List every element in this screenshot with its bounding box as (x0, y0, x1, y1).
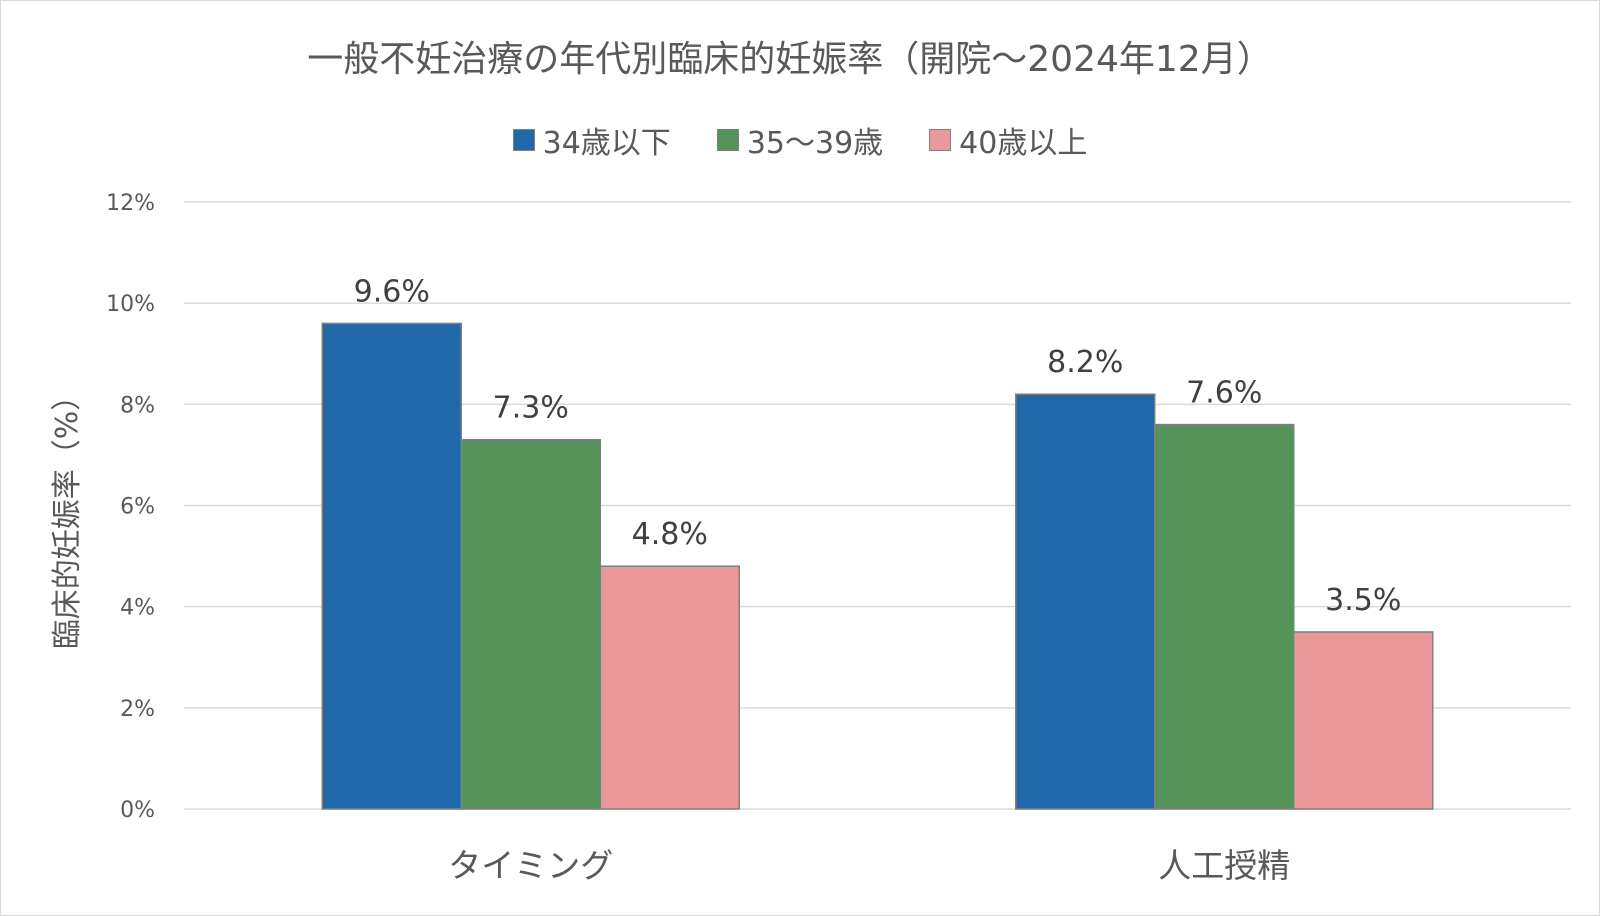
legend-label: 34歳以下 (542, 126, 671, 161)
legend-item: 34歳以下 (512, 118, 671, 162)
y-tick-label: 2% (120, 697, 155, 722)
y-tick-label: 12% (106, 191, 155, 216)
bar (599, 565, 740, 810)
y-tick-label: 10% (106, 292, 155, 317)
data-label: 8.2% (1047, 345, 1123, 380)
data-label: 4.8% (632, 517, 708, 552)
legend-label: 35〜39歳 (746, 126, 884, 161)
chart-legend: 34歳以下 35〜39歳 40歳以上 (0, 118, 1600, 162)
legend-label: 40歳以上 (959, 126, 1088, 161)
y-tick-label: 6% (120, 495, 155, 520)
data-label: 3.5% (1325, 583, 1401, 618)
data-label: 7.6% (1186, 376, 1262, 411)
bar (460, 438, 601, 810)
x-tick-label: タイミング (448, 846, 613, 885)
legend-swatch (512, 129, 535, 151)
data-label: 9.6% (354, 274, 430, 309)
y-tick-label: 4% (120, 596, 155, 621)
bar (321, 322, 462, 810)
bar (1015, 393, 1156, 810)
chart-title: 一般不妊治療の年代別臨床的妊娠率（開院〜2024年12月） (307, 39, 1273, 80)
legend-swatch (716, 129, 739, 151)
x-tick-label: 人工授精 (1158, 846, 1290, 885)
legend-swatch (929, 129, 952, 151)
bar (1154, 423, 1295, 810)
data-label: 7.3% (493, 391, 569, 426)
y-tick-label: 0% (120, 798, 155, 823)
legend-item: 40歳以上 (929, 118, 1087, 162)
y-tick-label: 8% (120, 393, 155, 418)
legend-item: 35〜39歳 (716, 118, 884, 162)
bar (1293, 631, 1434, 810)
